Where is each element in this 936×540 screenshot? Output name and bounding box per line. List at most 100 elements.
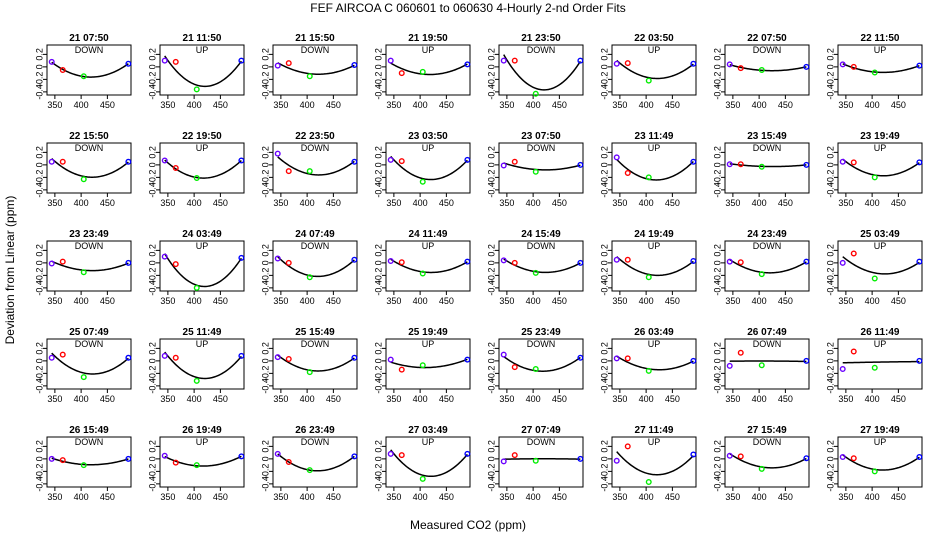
data-point — [737, 453, 744, 460]
y-tick-label: -0.4 — [825, 182, 835, 198]
y-tick-label: 0 — [147, 456, 157, 461]
panel-direction: UP — [196, 241, 209, 251]
fit-curve — [616, 355, 694, 371]
panel-direction: DOWN — [301, 45, 330, 55]
data-point — [803, 258, 810, 265]
panel-frame — [837, 142, 923, 194]
y-tick-label: -0.4 — [34, 280, 44, 296]
panel-title: 24 23:49 — [747, 229, 787, 240]
y-tick-label: -0.2 — [373, 366, 383, 382]
y-tick-label: 0.2 — [486, 440, 496, 453]
panel-title: 27 11:49 — [635, 425, 674, 436]
y-tick-label: 0.2 — [373, 342, 383, 355]
x-tick-label: 450 — [100, 296, 115, 306]
y-tick-label: 0.2 — [260, 146, 270, 159]
panel-direction: DOWN — [527, 241, 556, 251]
y-tick-label: -0.2 — [147, 464, 157, 480]
panel-frame — [159, 436, 245, 488]
data-point — [193, 462, 200, 469]
panel-direction: DOWN — [301, 437, 330, 447]
x-tick-label: 450 — [100, 198, 115, 208]
x-tick-label: 350 — [499, 198, 514, 208]
panel-title: 22 23:50 — [295, 131, 335, 142]
x-tick-label: 450 — [326, 394, 341, 404]
x-tick-label: 350 — [499, 296, 514, 306]
data-point — [850, 159, 857, 166]
x-tick-label: 400 — [639, 198, 654, 208]
x-tick-label: 350 — [725, 394, 740, 404]
data-point — [839, 158, 846, 165]
x-tick-label: 400 — [300, 100, 315, 110]
y-tick-label: -0.2 — [599, 464, 609, 480]
fit-curve — [277, 453, 355, 472]
panel-title: 22 03:50 — [634, 33, 674, 44]
y-tick-label: 0 — [260, 260, 270, 265]
panel-direction: DOWN — [301, 143, 330, 153]
panel-frame — [385, 338, 471, 390]
data-point — [306, 168, 313, 175]
y-tick-label: -0.4 — [825, 84, 835, 100]
data-point — [285, 60, 292, 67]
x-tick-label: 350 — [838, 492, 853, 502]
data-point — [871, 69, 878, 76]
x-tick-label: 400 — [187, 100, 202, 110]
data-point — [398, 70, 405, 77]
data-point — [238, 57, 245, 64]
x-tick-label: 450 — [891, 296, 906, 306]
data-point — [306, 369, 313, 376]
panel-frame — [385, 44, 471, 96]
data-point — [351, 62, 358, 69]
x-tick-label: 350 — [160, 100, 175, 110]
data-point — [726, 452, 733, 459]
fit-curve — [390, 258, 468, 274]
x-tick-label: 400 — [865, 296, 880, 306]
data-point — [803, 161, 810, 168]
fit-curve — [842, 158, 920, 177]
data-point — [125, 158, 132, 165]
x-tick-label: 400 — [752, 492, 767, 502]
y-tick-label: -0.2 — [599, 366, 609, 382]
y-tick-label: -0.4 — [825, 476, 835, 492]
fit-curve — [616, 256, 694, 277]
x-tick-label: 400 — [526, 296, 541, 306]
y-tick-label: -0.2 — [34, 366, 44, 382]
x-tick-label: 400 — [639, 100, 654, 110]
fit-curve — [164, 253, 243, 288]
y-tick-label: 0 — [260, 162, 270, 167]
data-point — [80, 269, 87, 276]
data-point — [839, 61, 846, 68]
y-tick-label: -0.4 — [486, 378, 496, 394]
fit-curve — [277, 156, 355, 176]
data-point — [577, 259, 584, 266]
y-tick-label: 0 — [147, 260, 157, 265]
data-point — [511, 452, 518, 459]
y-tick-label: -0.4 — [34, 476, 44, 492]
data-point — [577, 161, 584, 168]
data-point — [161, 157, 168, 164]
fit-curve — [390, 62, 468, 76]
y-tick-label: 0.2 — [260, 244, 270, 257]
data-point — [624, 443, 631, 450]
data-point — [419, 362, 426, 369]
x-tick-label: 400 — [639, 296, 654, 306]
y-tick-label: 0 — [712, 456, 722, 461]
panel-frame — [724, 436, 810, 488]
y-tick-label: -0.4 — [260, 84, 270, 100]
y-tick-label: -0.4 — [34, 182, 44, 198]
data-point — [48, 455, 55, 462]
panel-direction: DOWN — [753, 143, 782, 153]
x-tick-label: 450 — [891, 100, 906, 110]
y-tick-label: 0 — [712, 64, 722, 69]
data-point — [916, 159, 923, 166]
x-tick-label: 450 — [778, 492, 793, 502]
fit-curve — [503, 54, 582, 91]
data-point — [500, 458, 507, 465]
y-tick-label: 0 — [260, 456, 270, 461]
panel-frame — [611, 44, 697, 96]
panel-title: 24 19:49 — [634, 229, 674, 240]
fit-curve — [390, 449, 468, 478]
data-point — [419, 68, 426, 75]
panel-direction: UP — [196, 437, 209, 447]
data-point — [726, 362, 733, 369]
